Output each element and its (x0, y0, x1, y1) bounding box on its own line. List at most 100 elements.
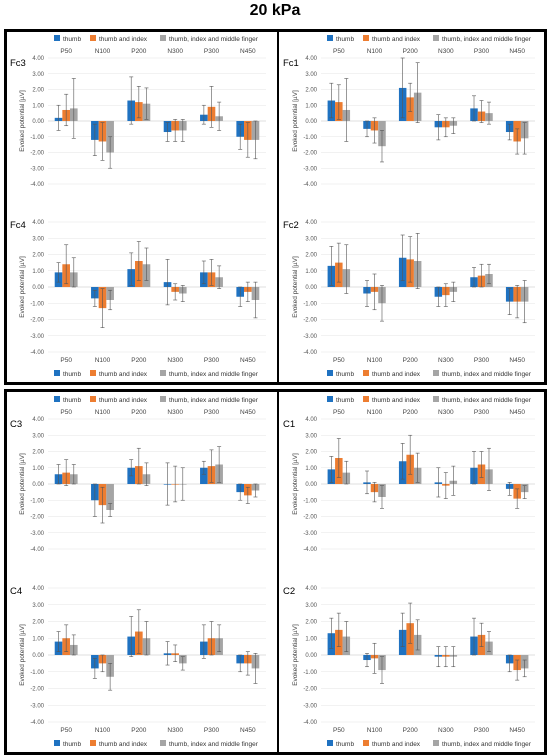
legend-label-0: thumb (336, 36, 354, 43)
legend-label-2: thumb, index and middle finger (169, 741, 259, 748)
y-tick-label: -3.00 (30, 166, 44, 172)
y-tick-label: -3.00 (303, 334, 317, 340)
category-label: N100 (95, 357, 111, 364)
y-tick-label: 2.00 (32, 253, 44, 259)
legend-label-1: thumb and index (99, 371, 148, 378)
y-tick-label: 1.00 (305, 466, 317, 472)
y-tick-label: 4.00 (305, 56, 317, 62)
category-label: N100 (367, 48, 383, 55)
legend-label-0: thumb (63, 397, 81, 404)
category-label: P50 (60, 357, 72, 364)
y-tick-label: 2.00 (305, 88, 317, 94)
legend-swatch-2 (433, 740, 439, 746)
y-tick-label: -1.00 (303, 301, 317, 307)
legend-swatch-0 (54, 740, 60, 746)
legend-swatch-0 (327, 35, 333, 41)
category-label: P300 (204, 727, 220, 734)
y-tick-label: 0.00 (305, 482, 317, 488)
y-tick-label: 4.00 (32, 417, 44, 423)
y-axis-title: Evoked potential [µV] (19, 256, 26, 318)
category-label: N300 (167, 727, 183, 734)
category-label: P50 (333, 48, 345, 55)
panel-divider-top (277, 29, 279, 385)
category-label: P200 (403, 357, 419, 364)
legend-swatch-0 (54, 370, 60, 376)
y-tick-label: 1.00 (305, 103, 317, 109)
category-label: N300 (167, 357, 183, 364)
category-label: P200 (403, 409, 419, 416)
legend-swatch-1 (363, 396, 369, 402)
y-tick-label: -3.00 (303, 531, 317, 537)
bar (106, 484, 114, 510)
figure-title: 20 kPa (249, 2, 301, 19)
category-label: P200 (403, 727, 419, 734)
chart-c3: thumb thumb and index thumb, index and mid… (10, 396, 266, 553)
y-tick-label: 1.00 (32, 103, 44, 109)
legend-swatch-1 (90, 35, 96, 41)
y-tick-label: 1.00 (32, 636, 44, 642)
legend-label-0: thumb (336, 397, 354, 404)
legend-label-0: thumb (63, 371, 81, 378)
legend-swatch-1 (363, 35, 369, 41)
category-label: N450 (240, 409, 256, 416)
y-tick-label: 0.00 (305, 285, 317, 291)
y-tick-label: 4.00 (305, 586, 317, 592)
y-tick-label: -1.00 (30, 301, 44, 307)
y-tick-label: 3.00 (32, 236, 44, 242)
y-tick-label: -2.00 (303, 687, 317, 693)
category-label: N450 (509, 409, 525, 416)
legend-swatch-2 (160, 370, 166, 376)
legend-swatch-1 (363, 740, 369, 746)
y-tick-label: -3.00 (30, 334, 44, 340)
y-tick-label: 1.00 (305, 269, 317, 275)
category-label: P50 (60, 409, 72, 416)
legend-swatch-2 (160, 740, 166, 746)
electrode-label: C2 (283, 586, 295, 597)
y-tick-label: -2.00 (30, 318, 44, 324)
y-tick-label: -2.00 (303, 151, 317, 157)
y-tick-label: -2.00 (303, 318, 317, 324)
legend-label-2: thumb, index and middle finger (169, 36, 259, 43)
y-tick-label: -1.00 (303, 670, 317, 676)
legend-swatch-2 (433, 35, 439, 41)
legend-label-1: thumb and index (99, 741, 148, 748)
chart-fc2: thumb thumb and index thumb, index and mid… (283, 220, 535, 378)
y-axis-title: Evoked potential [µV] (292, 453, 299, 515)
legend-label-2: thumb, index and middle finger (169, 371, 259, 378)
y-tick-label: 4.00 (32, 56, 44, 62)
y-tick-label: -1.00 (30, 498, 44, 504)
legend-label-0: thumb (63, 741, 81, 748)
y-tick-label: 1.00 (305, 636, 317, 642)
y-tick-label: 3.00 (32, 72, 44, 78)
category-label: N100 (367, 409, 383, 416)
y-axis-title: Evoked potential [µV] (292, 256, 299, 318)
y-tick-label: 4.00 (305, 417, 317, 423)
y-tick-label: 2.00 (32, 450, 44, 456)
y-tick-label: 3.00 (32, 603, 44, 609)
y-tick-label: 3.00 (305, 72, 317, 78)
electrode-label: C1 (283, 419, 295, 430)
category-label: P50 (60, 48, 72, 55)
y-tick-label: -4.00 (303, 720, 317, 726)
bar (200, 467, 208, 484)
category-label: N450 (509, 357, 525, 364)
chart-c4: thumb thumb and index thumb, index and mid… (10, 586, 266, 748)
y-tick-label: -1.00 (303, 135, 317, 141)
legend-swatch-1 (90, 396, 96, 402)
y-tick-label: -4.00 (303, 547, 317, 553)
y-axis-title: Evoked potential [µV] (292, 90, 299, 152)
y-tick-label: -3.00 (303, 166, 317, 172)
category-label: P200 (403, 48, 419, 55)
y-tick-label: -2.00 (30, 515, 44, 521)
y-tick-label: 0.00 (305, 119, 317, 125)
y-tick-label: 4.00 (305, 220, 317, 226)
category-label: N100 (95, 48, 111, 55)
y-tick-label: -4.00 (30, 350, 44, 356)
chart-fc3: thumb thumb and index thumb, index and mid… (10, 35, 266, 188)
category-label: P200 (131, 409, 147, 416)
legend-label-0: thumb (336, 371, 354, 378)
legend-label-0: thumb (336, 741, 354, 748)
chart-fc4: thumb thumb and index thumb, index and mid… (10, 220, 266, 378)
electrode-label: Fc1 (283, 58, 299, 69)
y-axis-title: Evoked potential [µV] (19, 90, 26, 152)
